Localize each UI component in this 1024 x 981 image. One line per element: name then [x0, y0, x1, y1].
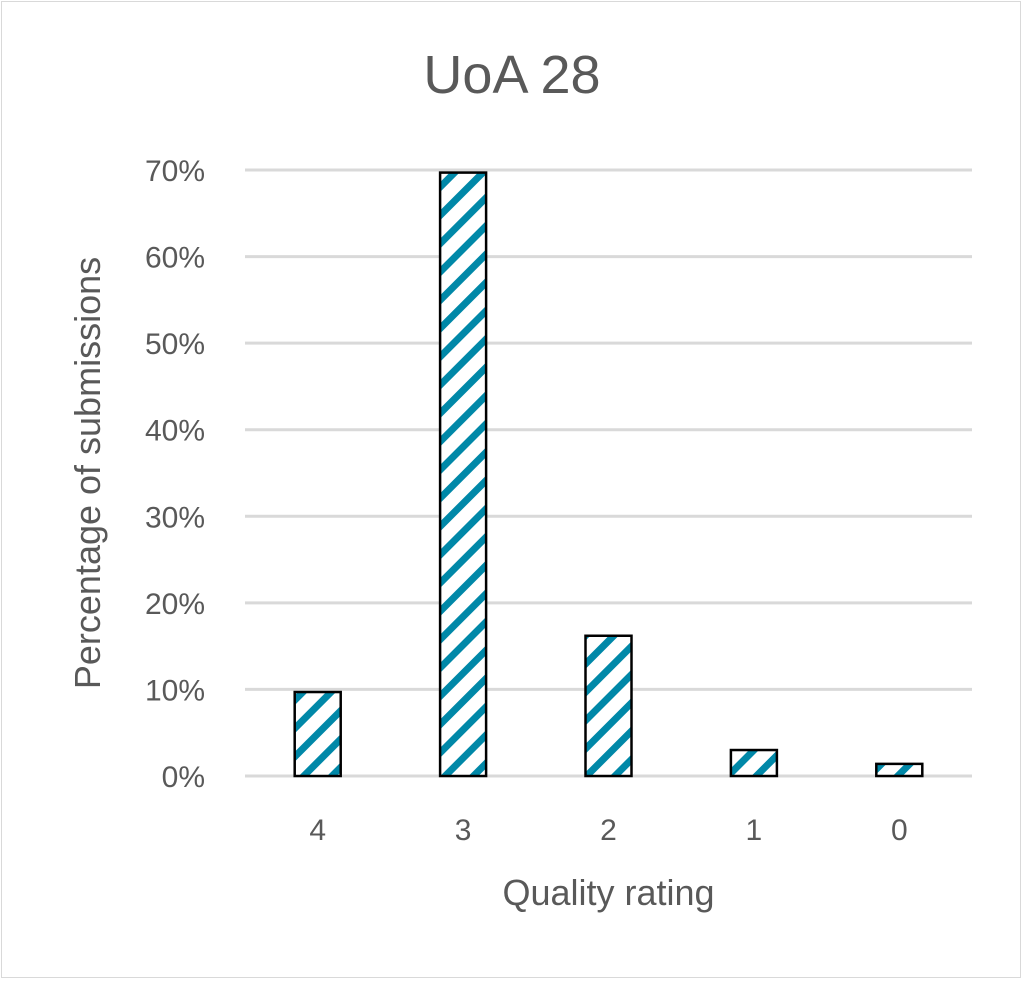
y-tick-label: 70%: [145, 155, 205, 188]
y-tick-label: 0%: [162, 761, 205, 794]
chart-title: UoA 28: [423, 45, 601, 105]
y-tick-label: 10%: [145, 674, 205, 707]
gridlines: [245, 168, 972, 778]
bar-rating-2: [584, 634, 633, 778]
x-tick-label: 3: [455, 814, 472, 847]
y-tick-label: 40%: [145, 415, 205, 448]
x-tick-label: 0: [891, 814, 908, 847]
y-tick-label: 30%: [145, 501, 205, 534]
bar-rating-4: [293, 690, 342, 778]
y-tick-label: 60%: [145, 242, 205, 275]
x-tick-label: 2: [600, 814, 617, 847]
bar-rating-3: [438, 171, 488, 778]
x-axis-ticks: 4 3 2 1 0: [309, 814, 907, 847]
x-tick-label: 4: [309, 814, 326, 847]
y-tick-label: 50%: [145, 328, 205, 361]
y-tick-label: 20%: [145, 588, 205, 621]
x-tick-label: 1: [746, 814, 763, 847]
y-axis-ticks: 0% 10% 20% 30% 40% 50% 60% 70%: [145, 155, 205, 794]
x-axis-label: Quality rating: [502, 872, 715, 913]
bar-rating-0: [875, 762, 924, 778]
bar-rating-1: [729, 748, 779, 778]
bars: [293, 171, 924, 778]
